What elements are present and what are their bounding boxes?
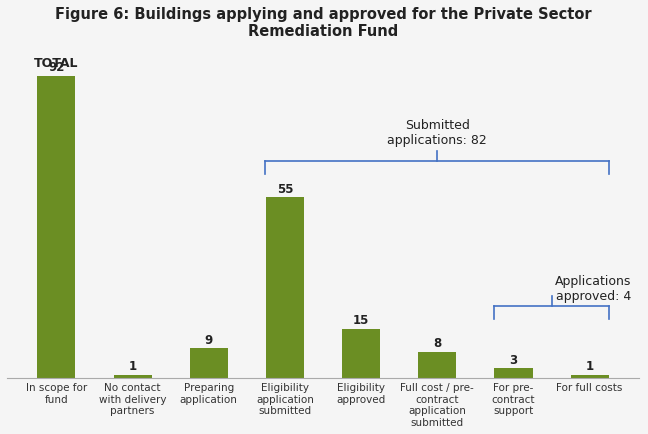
Bar <box>418 352 456 378</box>
Bar <box>38 76 76 378</box>
Bar <box>190 349 228 378</box>
Text: Submitted
applications: 82: Submitted applications: 82 <box>388 119 487 147</box>
Bar <box>266 198 304 378</box>
Bar <box>342 329 380 378</box>
Bar <box>494 368 533 378</box>
Text: 15: 15 <box>353 313 369 326</box>
Text: 1: 1 <box>586 359 594 372</box>
Text: 92: 92 <box>48 61 65 74</box>
Text: TOTAL: TOTAL <box>34 57 78 70</box>
Text: 8: 8 <box>434 336 441 349</box>
Text: Applications
approved: 4: Applications approved: 4 <box>555 275 632 303</box>
Text: 3: 3 <box>509 353 518 366</box>
Bar <box>571 375 608 378</box>
Text: 1: 1 <box>128 359 137 372</box>
Bar <box>113 375 152 378</box>
Text: 9: 9 <box>205 333 213 346</box>
Title: Figure 6: Buildings applying and approved for the Private Sector
Remediation Fun: Figure 6: Buildings applying and approve… <box>54 7 592 39</box>
Text: 55: 55 <box>277 182 294 195</box>
